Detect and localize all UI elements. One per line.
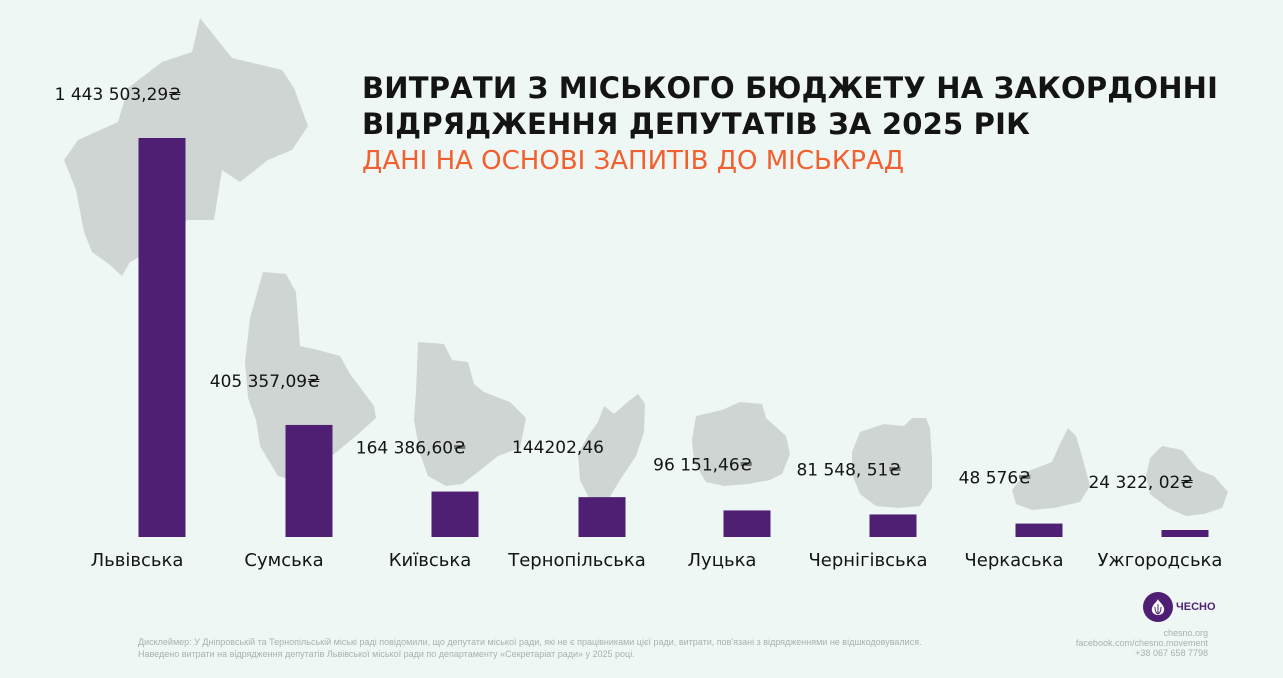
map-shape-ternopil: [578, 394, 645, 500]
bar-5: [723, 510, 771, 537]
chart-title-line-1: ВИТРАТИ З МІСЬКОГО БЮДЖЕТУ НА ЗАКОРДОННІ: [362, 71, 1219, 105]
bar-4: [578, 497, 626, 537]
chesno-logo: ЧЕСНО: [1143, 592, 1216, 622]
category-label-6: Чернігівська: [808, 550, 927, 571]
disclaimer: Дисклеймер: У Дніпровській та Тернопільс…: [138, 636, 922, 660]
contacts: chesno.org facebook.com/chesno.movement …: [1076, 628, 1208, 658]
bar-6: [869, 514, 917, 537]
category-label-7: Черкаська: [964, 550, 1063, 571]
value-label-2: 405 357,09₴: [210, 372, 321, 392]
bars: [138, 138, 1209, 537]
map-shape-uzhhorod: [1146, 446, 1228, 516]
region-map-shapes: [64, 18, 1228, 516]
category-label-3: Київська: [389, 550, 472, 571]
map-shape-sumy: [245, 272, 376, 482]
chart-subtitle: ДАНІ НА ОСНОВІ ЗАПИТІВ ДО МІСЬКРАД: [362, 146, 905, 176]
disclaimer-line-1: Дисклеймер: У Дніпровській та Тернопільс…: [138, 637, 922, 647]
logo-text: ЧЕСНО: [1176, 601, 1216, 613]
bar-7: [1015, 523, 1063, 537]
map-shape-kyiv: [414, 342, 526, 486]
category-label-8: Ужгородська: [1098, 550, 1223, 571]
contact-facebook: facebook.com/chesno.movement: [1075, 638, 1208, 648]
category-label-1: Львівська: [91, 550, 184, 571]
bar-3: [431, 491, 479, 537]
disclaimer-line-2: Наведено витрати на відрядження депутаті…: [138, 649, 635, 659]
value-label-1: 1 443 503,29₴: [55, 85, 182, 105]
value-labels: 1 443 503,29₴ 405 357,09₴ 164 386,60₴ 14420…: [55, 85, 1194, 493]
garlic-icon: [1143, 592, 1173, 622]
bar-8: [1161, 530, 1209, 537]
map-shape-lviv: [64, 18, 308, 276]
map-shape-cherkasy: [1012, 428, 1090, 510]
category-label-2: Сумська: [244, 550, 323, 571]
value-label-5: 96 151,46₴: [653, 455, 753, 475]
bar-2: [285, 424, 333, 537]
value-label-3: 164 386,60₴: [356, 439, 467, 459]
title-block: ВИТРАТИ З МІСЬКОГО БЮДЖЕТУ НА ЗАКОРДОННІ…: [362, 70, 1218, 180]
value-label-7: 48 576₴: [959, 469, 1032, 489]
bar-1: [138, 138, 186, 537]
chart-title-line-2: ВІДРЯДЖЕННЯ ДЕПУТАТІВ ЗА 2025 РІК: [362, 107, 1030, 141]
contact-phone: +38 067 658 7798: [1135, 648, 1208, 658]
value-label-4: 144202,46: [512, 438, 604, 458]
category-label-5: Луцька: [688, 550, 757, 571]
contact-website: chesno.org: [1163, 628, 1208, 638]
value-label-6: 81 548, 51₴: [796, 460, 901, 480]
map-shape-lutsk: [692, 402, 790, 486]
map-shape-chernihiv: [852, 418, 932, 508]
category-labels: Львівська Сумська Київська Тернопільська Луц…: [91, 550, 1223, 571]
category-label-4: Тернопільська: [507, 550, 646, 571]
value-label-8: 24 322, 02₴: [1088, 473, 1193, 493]
